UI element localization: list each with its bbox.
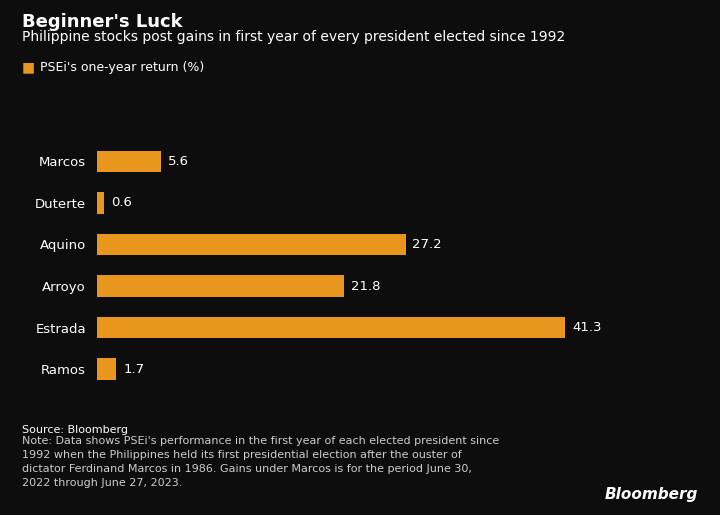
Text: 0.6: 0.6 — [111, 196, 132, 210]
Bar — [97, 234, 405, 255]
Bar — [97, 358, 117, 380]
Bar — [97, 150, 161, 172]
Text: 1.7: 1.7 — [123, 363, 145, 375]
Text: Source: Bloomberg: Source: Bloomberg — [22, 425, 127, 435]
Text: Beginner's Luck: Beginner's Luck — [22, 13, 182, 31]
Text: 21.8: 21.8 — [351, 280, 381, 293]
Text: 27.2: 27.2 — [413, 238, 442, 251]
Text: Note: Data shows PSEi's performance in the first year of each elected president : Note: Data shows PSEi's performance in t… — [22, 436, 499, 488]
Text: PSEi's one-year return (%): PSEi's one-year return (%) — [40, 61, 204, 74]
Text: ■: ■ — [22, 61, 35, 75]
Bar — [97, 317, 565, 338]
Bar — [97, 192, 104, 214]
Bar — [97, 275, 344, 297]
Text: Philippine stocks post gains in first year of every president elected since 1992: Philippine stocks post gains in first ye… — [22, 30, 565, 44]
Text: 5.6: 5.6 — [168, 155, 189, 168]
Text: 41.3: 41.3 — [572, 321, 602, 334]
Text: Bloomberg: Bloomberg — [605, 487, 698, 502]
